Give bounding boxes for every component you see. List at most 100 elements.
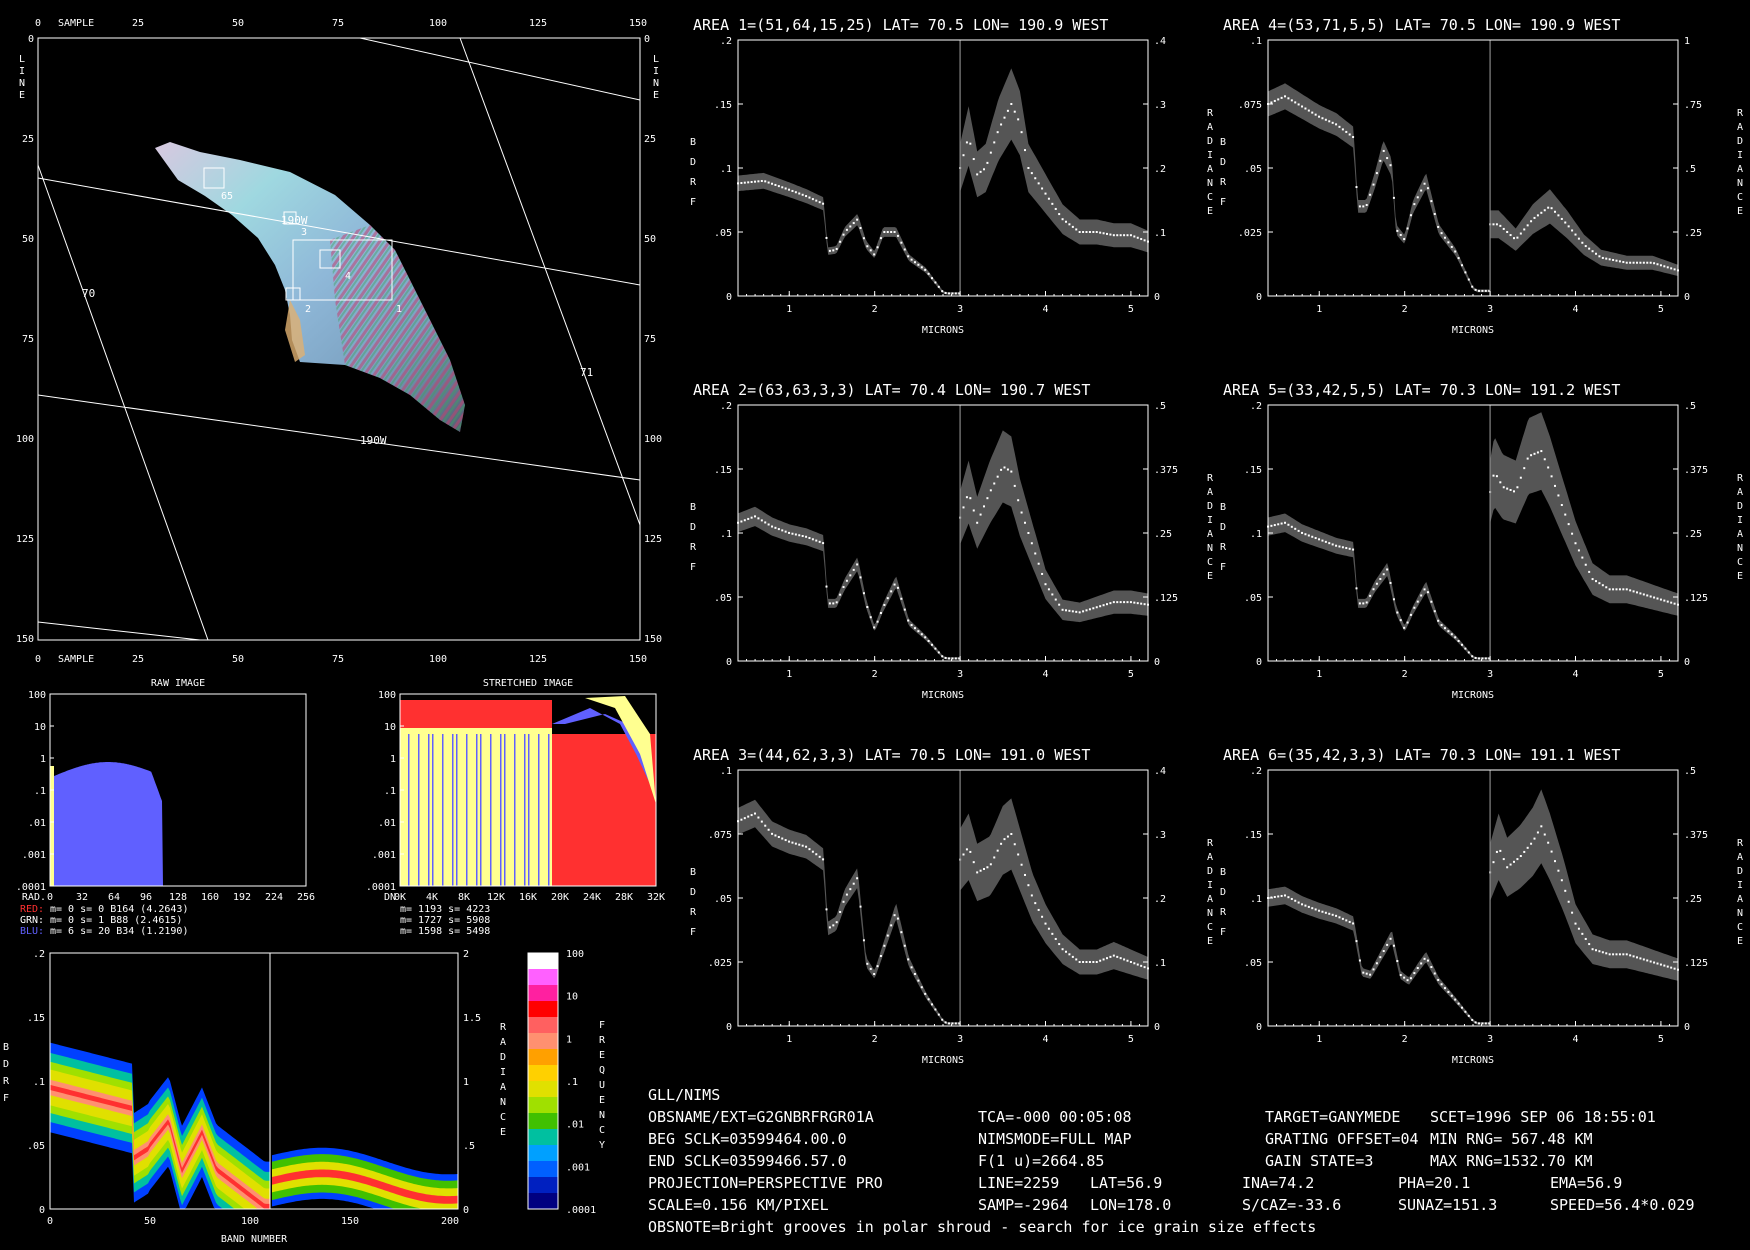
spectrum-error-band <box>960 68 1148 253</box>
spectrum-point <box>937 1013 940 1016</box>
spectrum-point <box>1037 908 1040 911</box>
spectrum-point <box>1027 167 1030 169</box>
spectrum-point <box>757 180 760 183</box>
spectrum-point <box>944 1021 947 1024</box>
spectrum-x-tick: 3 <box>1487 1034 1493 1045</box>
colorbar-swatch <box>528 1081 558 1098</box>
spectrum-point <box>907 958 910 961</box>
spectrum-point <box>1536 831 1539 834</box>
spectrum-left-label-char: R <box>690 907 697 918</box>
spectrum-right-label-char: A <box>1207 164 1213 175</box>
spectrum-point <box>910 624 913 627</box>
y-tick-left: 150 <box>16 634 34 645</box>
box-label-1: 1 <box>396 304 402 315</box>
spectrum-point <box>1409 613 1412 616</box>
info-field: TCA=-000 00:05:08 <box>978 1108 1132 1126</box>
spectrum-point <box>1629 954 1632 957</box>
spectrum-point <box>852 882 855 885</box>
spectrum-point <box>828 249 831 252</box>
spectrum-point <box>1467 278 1470 281</box>
spectrum-point <box>1061 608 1064 611</box>
spectrum-point <box>1041 572 1044 575</box>
density-right-tick: 0 <box>463 1205 469 1216</box>
density-right-label-char: A <box>500 1037 506 1048</box>
spectrum-point <box>1352 922 1355 925</box>
hist-y-tick: 100 <box>28 690 46 701</box>
spectrum-right-label-char: N <box>1737 543 1743 554</box>
info-field: MAX RNG=1532.70 KM <box>1430 1152 1593 1170</box>
spectrum-left-tick: .05 <box>714 228 732 239</box>
spectrum-point <box>1095 231 1098 233</box>
spectrum-point <box>927 639 930 642</box>
spectrum-point <box>815 539 818 542</box>
spectrum-point <box>760 519 763 522</box>
spectrum-point <box>1406 227 1409 230</box>
spectrum-point <box>784 530 787 533</box>
spectrum-point <box>1420 962 1423 965</box>
hist-x-tick: 24K <box>583 892 601 903</box>
spectrum-panel-1: AREA 1=(51,64,15,25) LAT= 70.5 LON= 190.… <box>690 16 1214 336</box>
spectrum-point <box>815 853 818 856</box>
spectrum-point <box>1653 262 1656 265</box>
spectrum-x-tick: 4 <box>1042 1034 1048 1045</box>
spectrum-point <box>760 179 763 182</box>
hist-bar-blue <box>456 734 458 886</box>
spectrum-point <box>1506 231 1509 233</box>
spectrum-error-band <box>1490 412 1678 616</box>
spectrum-right-label-char: A <box>1737 894 1743 905</box>
spectrum-point <box>873 253 876 256</box>
spectrum-point <box>1273 524 1276 527</box>
spectrum-point <box>1478 657 1481 660</box>
hist-bar-blue <box>480 734 482 886</box>
spectrum-point <box>767 523 770 526</box>
spectrum-right-label-char: N <box>1207 543 1213 554</box>
spectrum-point <box>845 579 848 582</box>
colorbar-tick: .0001 <box>566 1205 596 1216</box>
spectrum-point <box>1382 950 1385 953</box>
hist-bar-blue <box>442 734 444 886</box>
spectrum-point <box>1488 289 1491 292</box>
spectrum-point <box>1369 973 1372 976</box>
spectrum-right-label-char: R <box>1207 473 1214 484</box>
spectrum-point <box>1605 257 1608 260</box>
spectrum-point <box>1567 225 1570 228</box>
hist-bar-yellow <box>50 766 54 886</box>
spectrum-point <box>1588 570 1591 573</box>
spectrum-point <box>1595 252 1597 255</box>
spectrum-point <box>917 263 920 266</box>
spectrum-point <box>1273 99 1276 102</box>
spectrum-point <box>883 231 886 233</box>
spectrum-point <box>1615 953 1618 956</box>
spectrum-right-label-char: D <box>1207 136 1213 147</box>
density-right-label-char: N <box>500 1097 506 1108</box>
spectrum-point <box>1523 228 1526 231</box>
spectrum-point <box>948 657 951 660</box>
colorbar-swatch <box>528 1145 558 1162</box>
spectrum-point <box>1348 547 1351 550</box>
hist-y-tick: .01 <box>378 818 396 829</box>
spectrum-frame <box>737 39 1149 297</box>
spectrum-point <box>1301 531 1304 534</box>
hist-x-label: RAD. <box>22 892 46 903</box>
spectrum-point <box>958 1022 961 1025</box>
spectrum-point <box>1392 598 1395 601</box>
spectrum-point <box>1335 914 1338 917</box>
spectrum-point <box>791 841 794 844</box>
hist-x-tick: 4K <box>426 892 438 903</box>
spectrum-point <box>1536 451 1539 454</box>
spectrum-frame <box>1267 769 1679 1027</box>
spectrum-point <box>788 531 791 534</box>
spectrum-right-tick: .5 <box>1684 401 1696 412</box>
spectrum-point <box>1386 943 1389 946</box>
spectrum-point <box>1013 843 1016 846</box>
spectrum-point <box>965 848 968 851</box>
spectrum-point <box>1481 289 1484 292</box>
spectrum-right-label-char: R <box>1207 838 1214 849</box>
spectrum-point <box>1358 205 1361 208</box>
spectrum-point <box>1632 261 1635 264</box>
spectrum-right-tick: .3 <box>1154 830 1166 841</box>
spectrum-point <box>743 817 746 820</box>
spectrum-point <box>1054 937 1057 940</box>
spectrum-point <box>1331 543 1334 546</box>
